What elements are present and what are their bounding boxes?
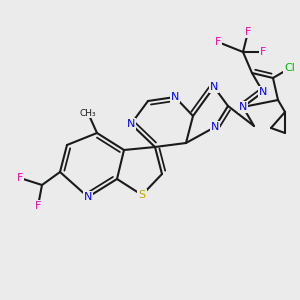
Text: F: F [215,37,221,47]
Text: N: N [259,87,267,97]
Text: Cl: Cl [285,63,296,73]
Text: S: S [138,190,146,200]
Text: N: N [211,122,219,132]
Text: N: N [239,102,247,112]
Text: N: N [127,119,135,129]
Text: N: N [84,192,92,202]
Text: CH₃: CH₃ [80,109,96,118]
Text: F: F [260,47,266,57]
Text: F: F [17,173,23,183]
Text: N: N [171,92,179,102]
Text: F: F [245,27,251,37]
Text: N: N [210,82,218,92]
Text: F: F [35,201,41,211]
